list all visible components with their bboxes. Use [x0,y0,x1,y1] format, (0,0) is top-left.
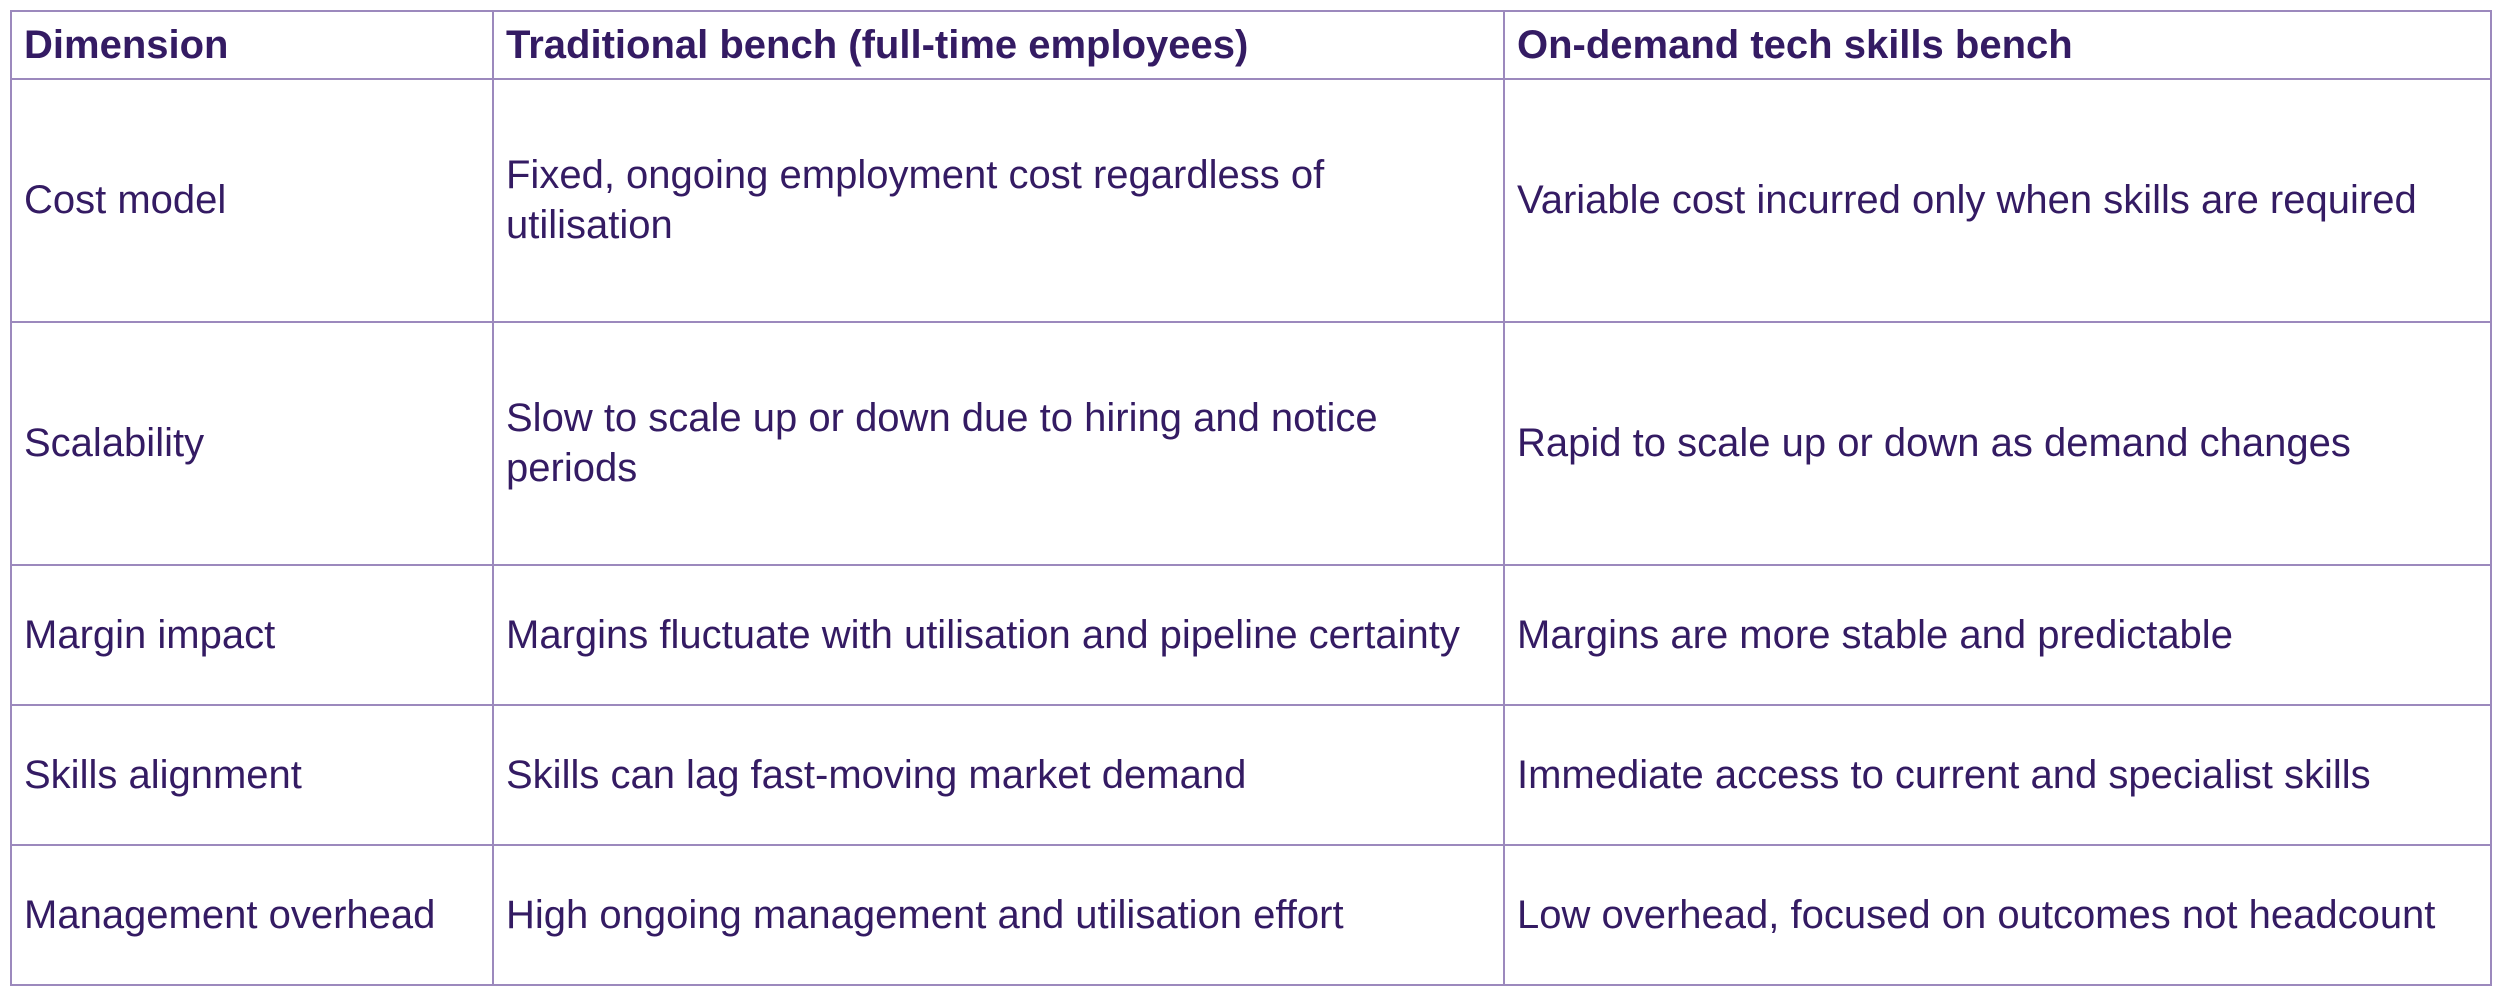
table-row: Skills alignment Skills can lag fast-mov… [10,703,2492,846]
header-cell-on-demand-bench: On-demand tech skills bench [1503,10,2492,80]
cell-dimension: Management overhead [10,843,494,987]
header-cell-dimension: Dimension [10,10,494,80]
cell-on-demand: Immediate access to current and speciali… [1503,703,2492,846]
cell-traditional: Fixed, ongoing employment cost regardles… [492,78,1505,323]
cell-dimension: Skills alignment [10,703,494,846]
table-header-row: Dimension Traditional bench (full-time e… [10,10,2492,80]
cell-on-demand: Variable cost incurred only when skills … [1503,78,2492,323]
cell-traditional: Slow to scale up or down due to hiring a… [492,320,1505,566]
cell-dimension: Margin impact [10,563,494,706]
cell-on-demand: Rapid to scale up or down as demand chan… [1503,320,2492,566]
header-cell-traditional-bench: Traditional bench (full-time employees) [492,10,1505,80]
cell-traditional: High ongoing management and utilisation … [492,843,1505,987]
table-row: Margin impact Margins fluctuate with uti… [10,563,2492,706]
cell-dimension: Scalability [10,320,494,566]
cell-on-demand: Margins are more stable and predictable [1503,563,2492,706]
cell-on-demand: Low overhead, focused on outcomes not he… [1503,843,2492,987]
cell-dimension: Cost model [10,78,494,323]
cell-traditional: Skills can lag fast-moving market demand [492,703,1505,846]
table-row: Management overhead High ongoing managem… [10,843,2492,987]
cell-traditional: Margins fluctuate with utilisation and p… [492,563,1505,706]
bench-comparison-table: Dimension Traditional bench (full-time e… [10,10,2492,987]
table-row: Scalability Slow to scale up or down due… [10,320,2492,566]
table-body: Cost model Fixed, ongoing employment cos… [10,78,2492,987]
table-row: Cost model Fixed, ongoing employment cos… [10,78,2492,323]
table-row: Dimension Traditional bench (full-time e… [10,10,2492,80]
